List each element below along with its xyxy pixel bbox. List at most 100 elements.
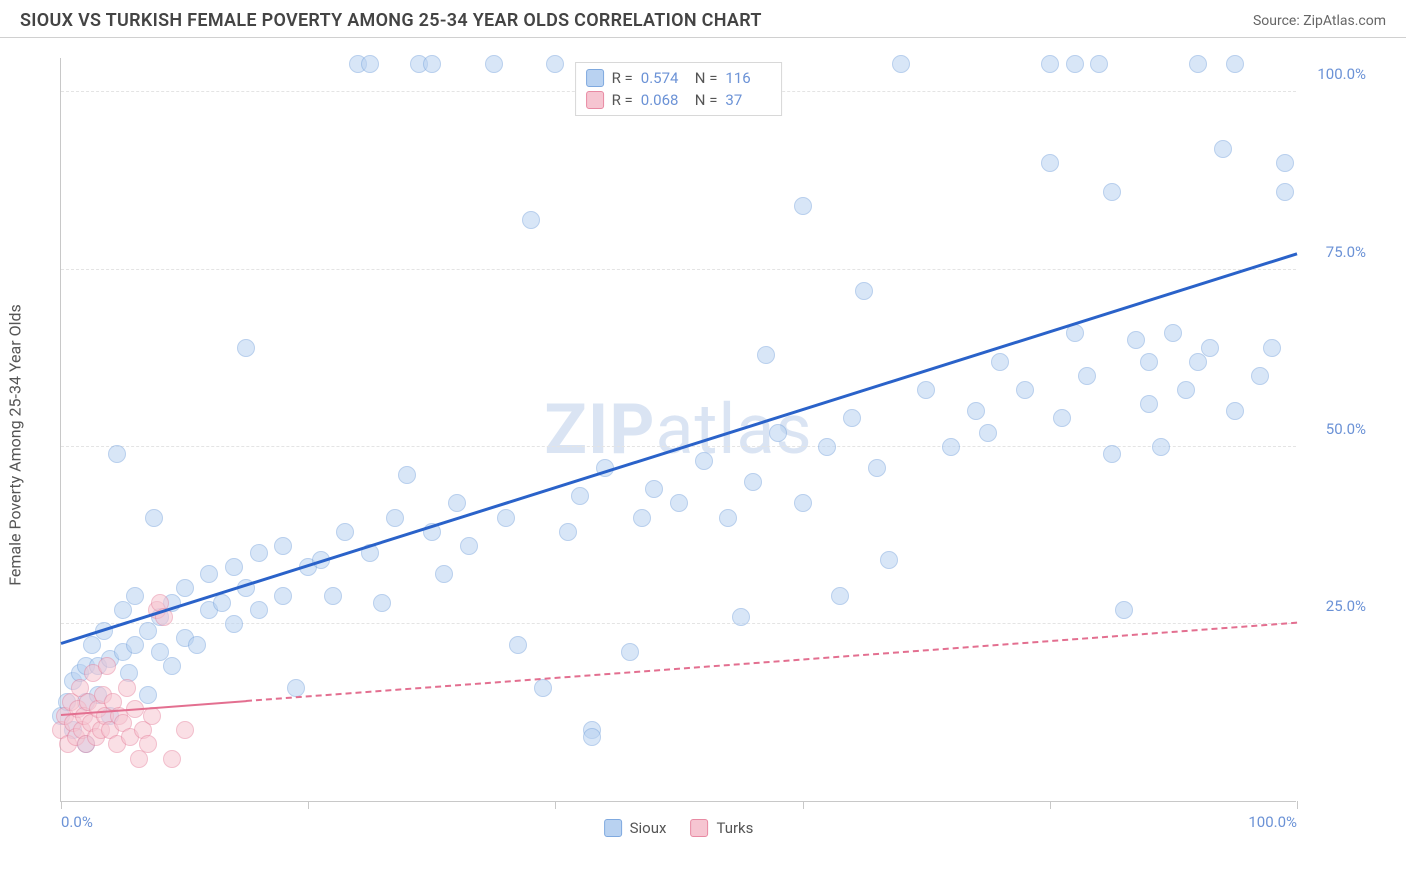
data-point [1251,367,1269,385]
data-point [831,587,849,605]
data-point [1078,367,1096,385]
series-legend: Sioux Turks [604,819,754,837]
gridline [61,623,1296,624]
data-point [509,636,527,654]
data-point [237,339,255,357]
y-tick-label: 100.0% [1317,65,1366,83]
legend-n-value: 116 [725,69,771,87]
data-point [633,509,651,527]
data-point [274,537,292,555]
legend-r-label: R = [612,91,633,109]
y-tick-label: 75.0% [1326,243,1366,261]
data-point [1140,353,1158,371]
data-point [1189,55,1207,73]
data-point [225,558,243,576]
data-point [621,643,639,661]
data-point [145,509,163,527]
data-point [176,579,194,597]
data-point [794,197,812,215]
data-point [126,587,144,605]
data-point [695,452,713,470]
data-point [1041,55,1059,73]
data-point [1053,409,1071,427]
data-point [423,55,441,73]
data-point [1115,601,1133,619]
data-point [250,601,268,619]
data-point [670,494,688,512]
data-point [1103,183,1121,201]
data-point [386,509,404,527]
x-tick [803,801,804,809]
data-point [139,735,157,753]
data-point [1066,55,1084,73]
data-point [274,587,292,605]
data-point [460,537,478,555]
data-point [868,459,886,477]
data-point [139,622,157,640]
data-point [967,402,985,420]
source-label: Source: ZipAtlas.com [1253,13,1386,29]
data-point [324,587,342,605]
legend-n-label: N = [695,91,718,109]
correlation-legend: R =0.574N =116R =0.068N =37 [575,62,783,116]
scatter-plot: ZIPatlas R =0.574N =116R =0.068N =37 Sio… [60,58,1296,802]
data-point [917,381,935,399]
data-point [287,679,305,697]
data-point [373,594,391,612]
y-tick-label: 50.0% [1326,420,1366,438]
data-point [108,445,126,463]
legend-label: Turks [716,819,753,837]
data-point [855,282,873,300]
data-point [497,509,515,527]
x-tick [555,801,556,809]
data-point [1016,381,1034,399]
data-point [1263,339,1281,357]
data-point [139,686,157,704]
data-point [818,438,836,456]
data-point [769,424,787,442]
data-point [163,750,181,768]
data-point [163,657,181,675]
x-tick [61,801,62,809]
y-tick-label: 25.0% [1326,597,1366,615]
data-point [757,346,775,364]
x-tick-label: 0.0% [61,813,93,831]
data-point [1140,395,1158,413]
data-point [398,466,416,484]
x-tick [308,801,309,809]
legend-label: Sioux [630,819,667,837]
data-point [118,679,136,697]
legend-swatch [586,91,604,109]
data-point [361,55,379,73]
data-point [126,636,144,654]
data-point [336,523,354,541]
data-point [98,657,116,675]
data-point [559,523,577,541]
data-point [522,211,540,229]
data-point [1152,438,1170,456]
x-tick [1297,801,1298,809]
data-point [719,509,737,527]
data-point [843,409,861,427]
trend-line [246,622,1297,702]
data-point [732,608,750,626]
data-point [645,480,663,498]
legend-r-value: 0.068 [641,91,687,109]
legend-r-value: 0.574 [641,69,687,87]
data-point [546,55,564,73]
data-point [744,473,762,491]
data-point [176,721,194,739]
data-point [250,544,268,562]
data-point [892,55,910,73]
legend-item: Sioux [604,819,667,837]
gridline [61,269,1296,270]
data-point [1226,55,1244,73]
data-point [143,707,161,725]
legend-n-value: 37 [725,91,771,109]
data-point [448,494,466,512]
x-tick-label: 100.0% [1248,813,1297,831]
data-point [83,636,101,654]
legend-swatch [690,819,708,837]
y-axis-label: Female Poverty Among 25-34 Year Olds [6,304,25,586]
data-point [1127,331,1145,349]
